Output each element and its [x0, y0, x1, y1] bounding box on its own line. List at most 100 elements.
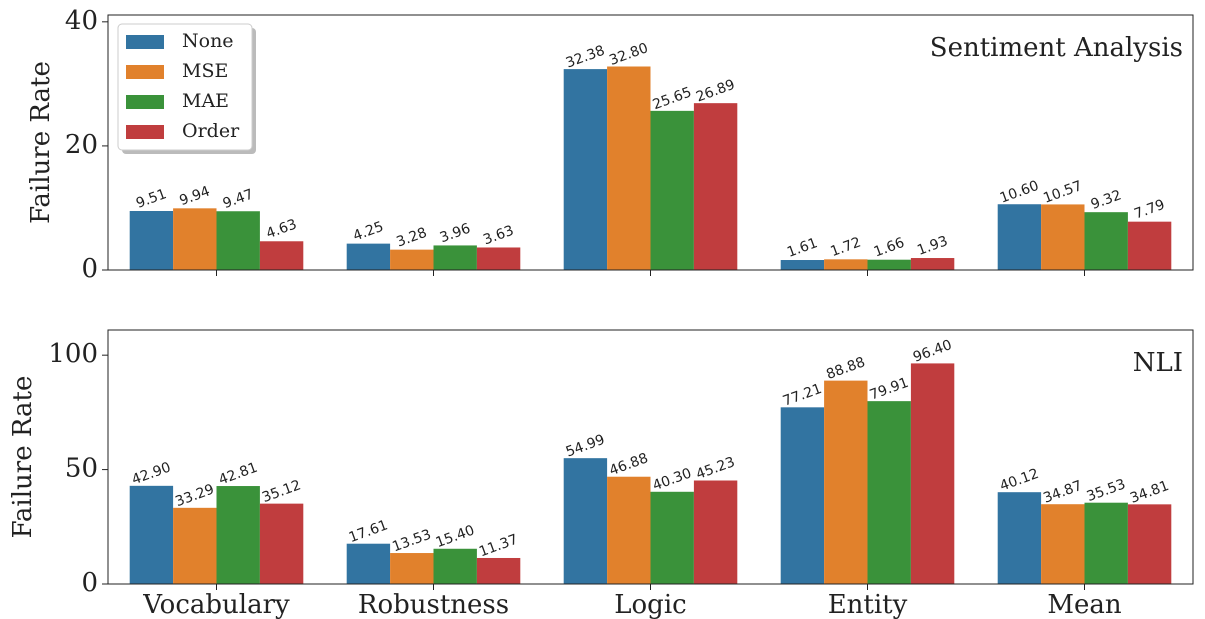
value-label: 9.32 [1089, 187, 1124, 213]
x-tick-label: Vocabulary [142, 590, 290, 619]
value-label: 4.25 [351, 219, 386, 245]
legend: None MSE MAE Order [117, 23, 256, 154]
value-label: 1.72 [828, 234, 863, 260]
value-label: 32.80 [607, 40, 650, 69]
value-label: 88.88 [824, 354, 867, 383]
legend-label: None [182, 30, 234, 52]
bar [433, 245, 477, 270]
bar [607, 476, 651, 584]
value-label: 79.91 [868, 375, 911, 404]
y-tick-label: 0 [81, 254, 98, 284]
bar [693, 480, 738, 584]
value-label: 7.79 [1132, 197, 1167, 223]
value-label: 77.21 [781, 381, 824, 410]
value-label: 1.61 [785, 235, 820, 261]
value-label: 1.66 [872, 235, 907, 261]
y-tick-label: 50 [65, 454, 98, 484]
bar [693, 103, 738, 270]
bar [824, 380, 868, 584]
legend-swatch [126, 95, 164, 109]
value-label: 32.38 [564, 43, 607, 72]
bar [997, 492, 1042, 584]
bar [780, 407, 825, 584]
bar [390, 553, 434, 584]
bar [650, 110, 694, 270]
value-label: 33.29 [173, 481, 216, 510]
bar [1041, 504, 1085, 584]
legend-label: MSE [182, 60, 228, 82]
value-label: 15.40 [434, 522, 477, 551]
value-label: 10.60 [998, 178, 1041, 207]
bar [563, 69, 608, 270]
value-label: 42.81 [217, 460, 260, 489]
bar [824, 259, 868, 270]
value-label: 9.51 [134, 186, 169, 212]
value-label: 40.12 [998, 466, 1041, 495]
bar [867, 401, 911, 584]
y-tick-label: 100 [48, 339, 98, 369]
plot-frame [107, 329, 1194, 585]
bar [346, 543, 391, 584]
bar [216, 211, 260, 270]
y-tick-label: 20 [65, 130, 98, 160]
value-label: 26.89 [694, 77, 737, 106]
y-tick-label: 0 [81, 568, 98, 598]
bar [563, 458, 608, 584]
annotation: Sentiment Analysis [930, 33, 1183, 63]
value-label: 10.57 [1041, 178, 1084, 207]
value-label: 34.81 [1128, 478, 1171, 507]
bar [910, 258, 955, 270]
bar [867, 259, 911, 270]
value-label: 35.12 [260, 477, 303, 506]
annotation: NLI [1133, 348, 1183, 378]
value-label: 3.28 [394, 225, 429, 251]
legend-swatch [126, 125, 164, 139]
bar [216, 486, 260, 584]
legend-label: MAE [182, 90, 229, 112]
bar [780, 260, 825, 270]
x-tick-label: Robustness [358, 590, 509, 619]
legend-swatch [126, 65, 164, 79]
bar [607, 66, 651, 270]
bar [173, 208, 217, 270]
bar [259, 241, 304, 270]
bar [1127, 221, 1172, 270]
bar [1041, 204, 1085, 270]
bar [390, 249, 434, 270]
bar [1127, 504, 1172, 584]
bar [910, 363, 955, 584]
x-tick-label: Logic [614, 590, 686, 619]
bar [346, 243, 391, 270]
value-label: 45.23 [694, 454, 737, 483]
value-label: 46.88 [607, 450, 650, 479]
value-label: 4.63 [264, 216, 299, 242]
x-tick-label: Entity [828, 590, 908, 619]
bar [1084, 502, 1128, 584]
legend-box [117, 23, 253, 151]
bar [129, 210, 174, 270]
bar [997, 204, 1042, 270]
bar [1084, 212, 1128, 270]
y-axis-label: Failure Rate [26, 61, 56, 224]
value-label: 42.90 [130, 459, 173, 488]
legend-swatch [126, 35, 164, 49]
value-label: 1.93 [915, 233, 950, 259]
y-tick-label: 40 [65, 6, 98, 36]
value-label: 25.65 [651, 84, 694, 113]
bar [129, 485, 174, 584]
value-label: 13.53 [390, 527, 433, 556]
y-axis-label: Failure Rate [8, 376, 38, 539]
value-label: 34.87 [1041, 478, 1084, 507]
bar [476, 247, 521, 270]
value-label: 3.63 [481, 223, 516, 249]
bar [173, 507, 217, 584]
value-label: 35.53 [1085, 476, 1128, 505]
bar [650, 491, 694, 584]
bar [433, 548, 477, 584]
legend-label: Order [182, 120, 240, 142]
x-tick-label: Mean [1047, 590, 1122, 619]
value-label: 40.30 [651, 465, 694, 494]
plot-frame [107, 14, 1194, 271]
value-label: 9.47 [221, 186, 256, 212]
value-label: 54.99 [564, 432, 607, 461]
